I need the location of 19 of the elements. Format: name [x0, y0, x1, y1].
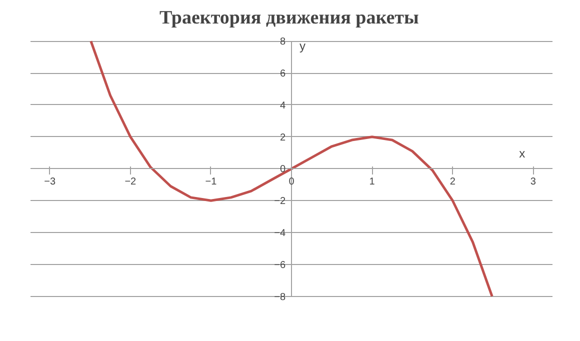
y-tick-label: −8	[274, 292, 286, 303]
y-tick-label: 8	[280, 36, 286, 48]
y-tick-label: 6	[280, 68, 286, 80]
y-tick-label: −2	[274, 196, 286, 208]
x-axis-title: x	[519, 146, 526, 161]
y-tick-label: −4	[274, 228, 286, 240]
x-tick-label: −2	[124, 176, 137, 188]
x-tick-label: −3	[44, 176, 56, 188]
y-tick-label: 0	[280, 164, 286, 176]
x-tick-label: 1	[369, 176, 376, 188]
x-tick-label: 3	[530, 176, 536, 188]
x-tick-label: −1	[205, 176, 218, 188]
y-tick-label: 4	[280, 100, 286, 112]
x-tick-label: 2	[450, 176, 456, 188]
y-tick-label: −6	[274, 260, 286, 271]
y-tick-label: 2	[280, 132, 286, 144]
x-tick-label: 0	[288, 176, 295, 188]
chart-title: Траектория движения ракеты	[159, 8, 419, 28]
y-axis-title: y	[300, 39, 306, 54]
